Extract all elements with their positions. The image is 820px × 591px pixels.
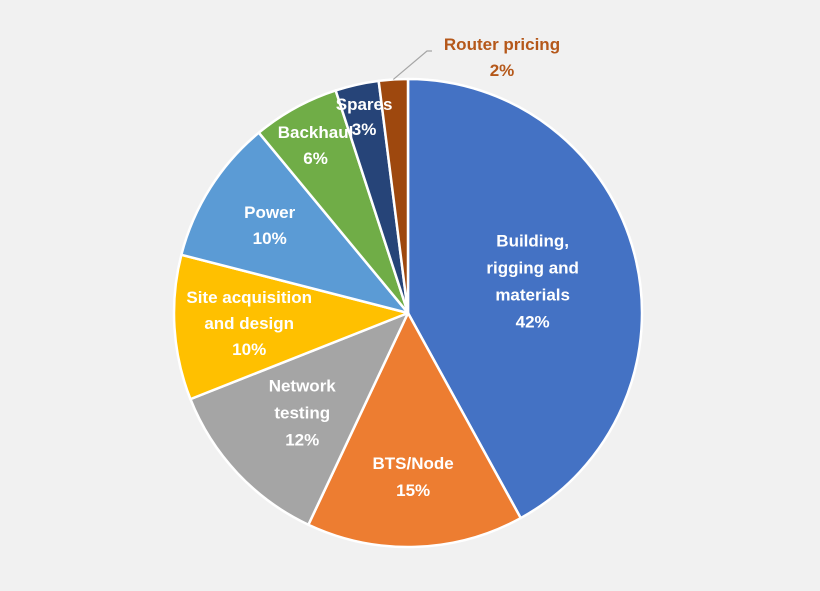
slices-layer	[172, 77, 644, 549]
slice-label-site-acquisition-and-design: Site acquisition and design 10%	[186, 288, 312, 359]
slice-label-router-pricing: Router pricing 2%	[444, 35, 560, 80]
slice-label-building-rigging-and-materials: Building, rigging and materials 42%	[486, 231, 579, 331]
pie-slice-power	[180, 131, 410, 315]
slice-label-power: Power 10%	[244, 203, 295, 248]
pie-slice-building-rigging-and-materials	[406, 77, 644, 520]
slice-label-backhaul: Backhaul 6%	[278, 123, 354, 168]
pie-slice-bts-node	[307, 311, 522, 549]
slice-label-spares: Spares 3%	[336, 95, 393, 139]
slice-label-network-testing: Network testing 12%	[269, 376, 337, 449]
router-pricing-leader-line	[392, 50, 432, 80]
labels-layer: Building, rigging and materials 42% BTS/Node…	[186, 35, 579, 500]
slice-label-bts-node: BTS/Node 15%	[373, 454, 454, 500]
pie-slice-router-pricing	[377, 77, 410, 315]
pie-slice-site-acquisition-and-design	[172, 253, 410, 401]
pie-slice-network-testing	[189, 311, 410, 526]
